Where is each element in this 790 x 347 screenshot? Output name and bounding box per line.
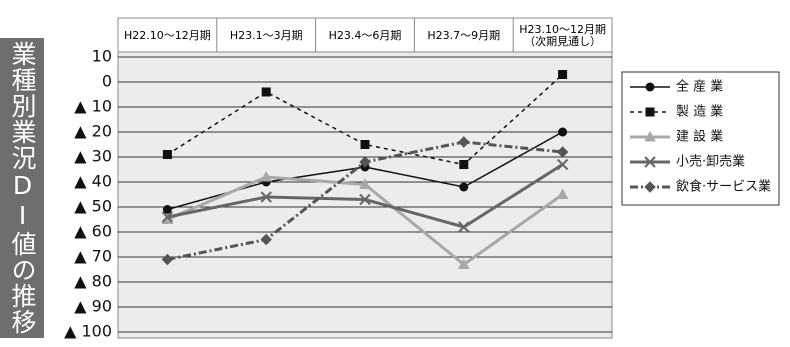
- legend-marker: [644, 181, 656, 193]
- y-tick-label: ▲ 100: [64, 322, 112, 341]
- data-point: [458, 221, 470, 233]
- data-point: [260, 233, 272, 246]
- data-point: [162, 150, 172, 159]
- y-tick-label: ▲ 30: [74, 147, 112, 166]
- legend-marker: [645, 107, 655, 117]
- data-point: [558, 70, 568, 79]
- data-point: [162, 205, 172, 214]
- y-tick-label: ▲ 90: [74, 297, 112, 316]
- x-tick-label: H23.4～6月期: [328, 29, 402, 42]
- legend-label: 製 造 業: [676, 104, 723, 120]
- y-tick-label: ▲ 60: [74, 222, 112, 241]
- data-point: [459, 160, 469, 169]
- data-point: [458, 136, 470, 148]
- x-tick-label: H23.7～9月期: [427, 29, 501, 42]
- y-tick-label: 10: [92, 47, 112, 66]
- data-point: [457, 258, 470, 269]
- data-point: [359, 156, 371, 168]
- data-point: [260, 170, 273, 182]
- x-tick-label: H22.10～12月期: [124, 29, 211, 42]
- y-tick-label: ▲ 70: [74, 247, 112, 266]
- legend-label: 建 設 業: [676, 129, 723, 145]
- y-tick-label: ▲ 50: [74, 197, 112, 216]
- legend-marker: [645, 82, 655, 92]
- legend-label: 小売·卸売業: [676, 154, 745, 170]
- x-tick-label: H23.1～3月期: [229, 29, 303, 42]
- legend-marker: [644, 156, 656, 168]
- y-tick-label: ▲ 20: [74, 122, 112, 141]
- header-background: [117, 17, 613, 53]
- data-point: [260, 191, 272, 203]
- data-point: [459, 182, 469, 192]
- data-point: [360, 140, 370, 149]
- chart-title: 業種別業況DI値の推移: [0, 38, 44, 338]
- data-point: [556, 146, 569, 158]
- y-tick-label: ▲ 10: [74, 97, 112, 116]
- plot-background: [117, 51, 613, 339]
- data-point: [359, 193, 371, 206]
- data-point: [556, 188, 569, 199]
- data-point: [556, 158, 569, 171]
- legend-marker: [644, 130, 656, 142]
- data-point: [558, 127, 568, 137]
- y-tick-label: ▲ 40: [74, 172, 112, 191]
- y-tick-label: ▲ 80: [74, 272, 112, 291]
- data-point: [261, 87, 271, 97]
- data-point: [161, 253, 174, 266]
- y-tick-label: 0: [102, 72, 112, 91]
- data-point: [359, 178, 371, 189]
- legend-label: 飲食·サービス業: [676, 179, 771, 195]
- x-tick-label: H23.10～12月期 （次期見通し）: [519, 23, 606, 48]
- data-point: [161, 211, 174, 223]
- legend-label: 全 産 業: [676, 79, 723, 95]
